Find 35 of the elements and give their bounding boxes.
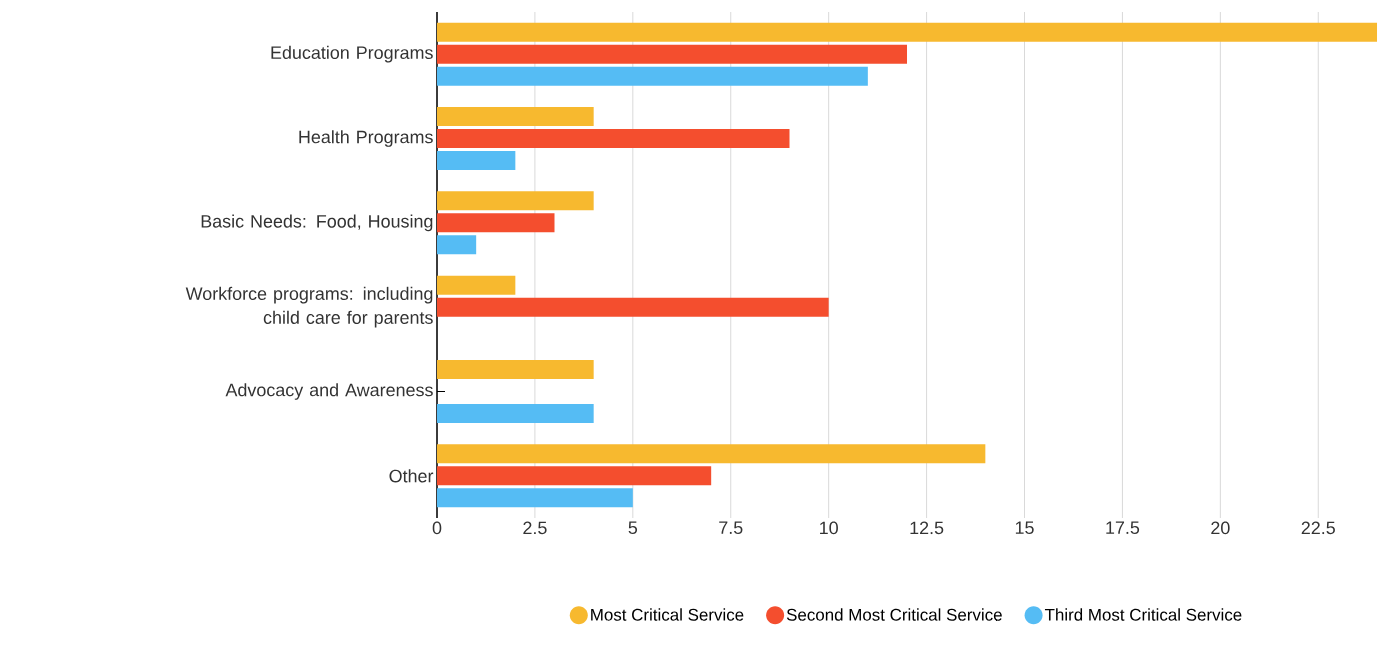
y-tick-label: Workforce programs: including child care for parents [185,286,433,328]
bar [437,129,790,149]
y-tick-label: Other [389,469,434,483]
bar [437,297,829,317]
bar [437,151,516,171]
legend-label: Second Most Critical Service [786,608,1002,621]
bar [437,191,594,211]
bar [437,107,594,127]
bar [437,444,986,464]
x-tick-label: 2.5 [523,521,547,535]
x-tick-label: 22.5 [1301,521,1335,535]
x-tick-label: 0 [432,521,442,535]
y-tick-label: Advocacy and Awareness [225,383,433,400]
bar [437,275,516,295]
x-tick-label: 20 [1211,521,1230,535]
y-tick-label: Health Programs [299,130,433,147]
bar [437,404,594,424]
x-tick-label: 5 [628,521,638,535]
bar [437,488,633,508]
legend-label: Third Most Critical Service [1044,608,1242,621]
x-tick-label: 17.5 [1106,521,1140,535]
bar [437,235,477,255]
x-tick-label: 12.5 [910,521,944,535]
y-tick-label: Education Programs [271,45,433,63]
bar [437,360,594,380]
bar [437,213,555,233]
y-tick-label: Basic Needs: Food, Housing [201,214,433,232]
bar [437,44,907,64]
x-tick-label: 15 [1015,521,1034,535]
x-tick-label: 7.5 [719,521,743,535]
x-tick-label: 10 [820,521,838,535]
legend-label: Most Critical Service [591,608,744,621]
bar [437,466,712,486]
bar [437,22,1378,42]
bar [437,66,868,86]
